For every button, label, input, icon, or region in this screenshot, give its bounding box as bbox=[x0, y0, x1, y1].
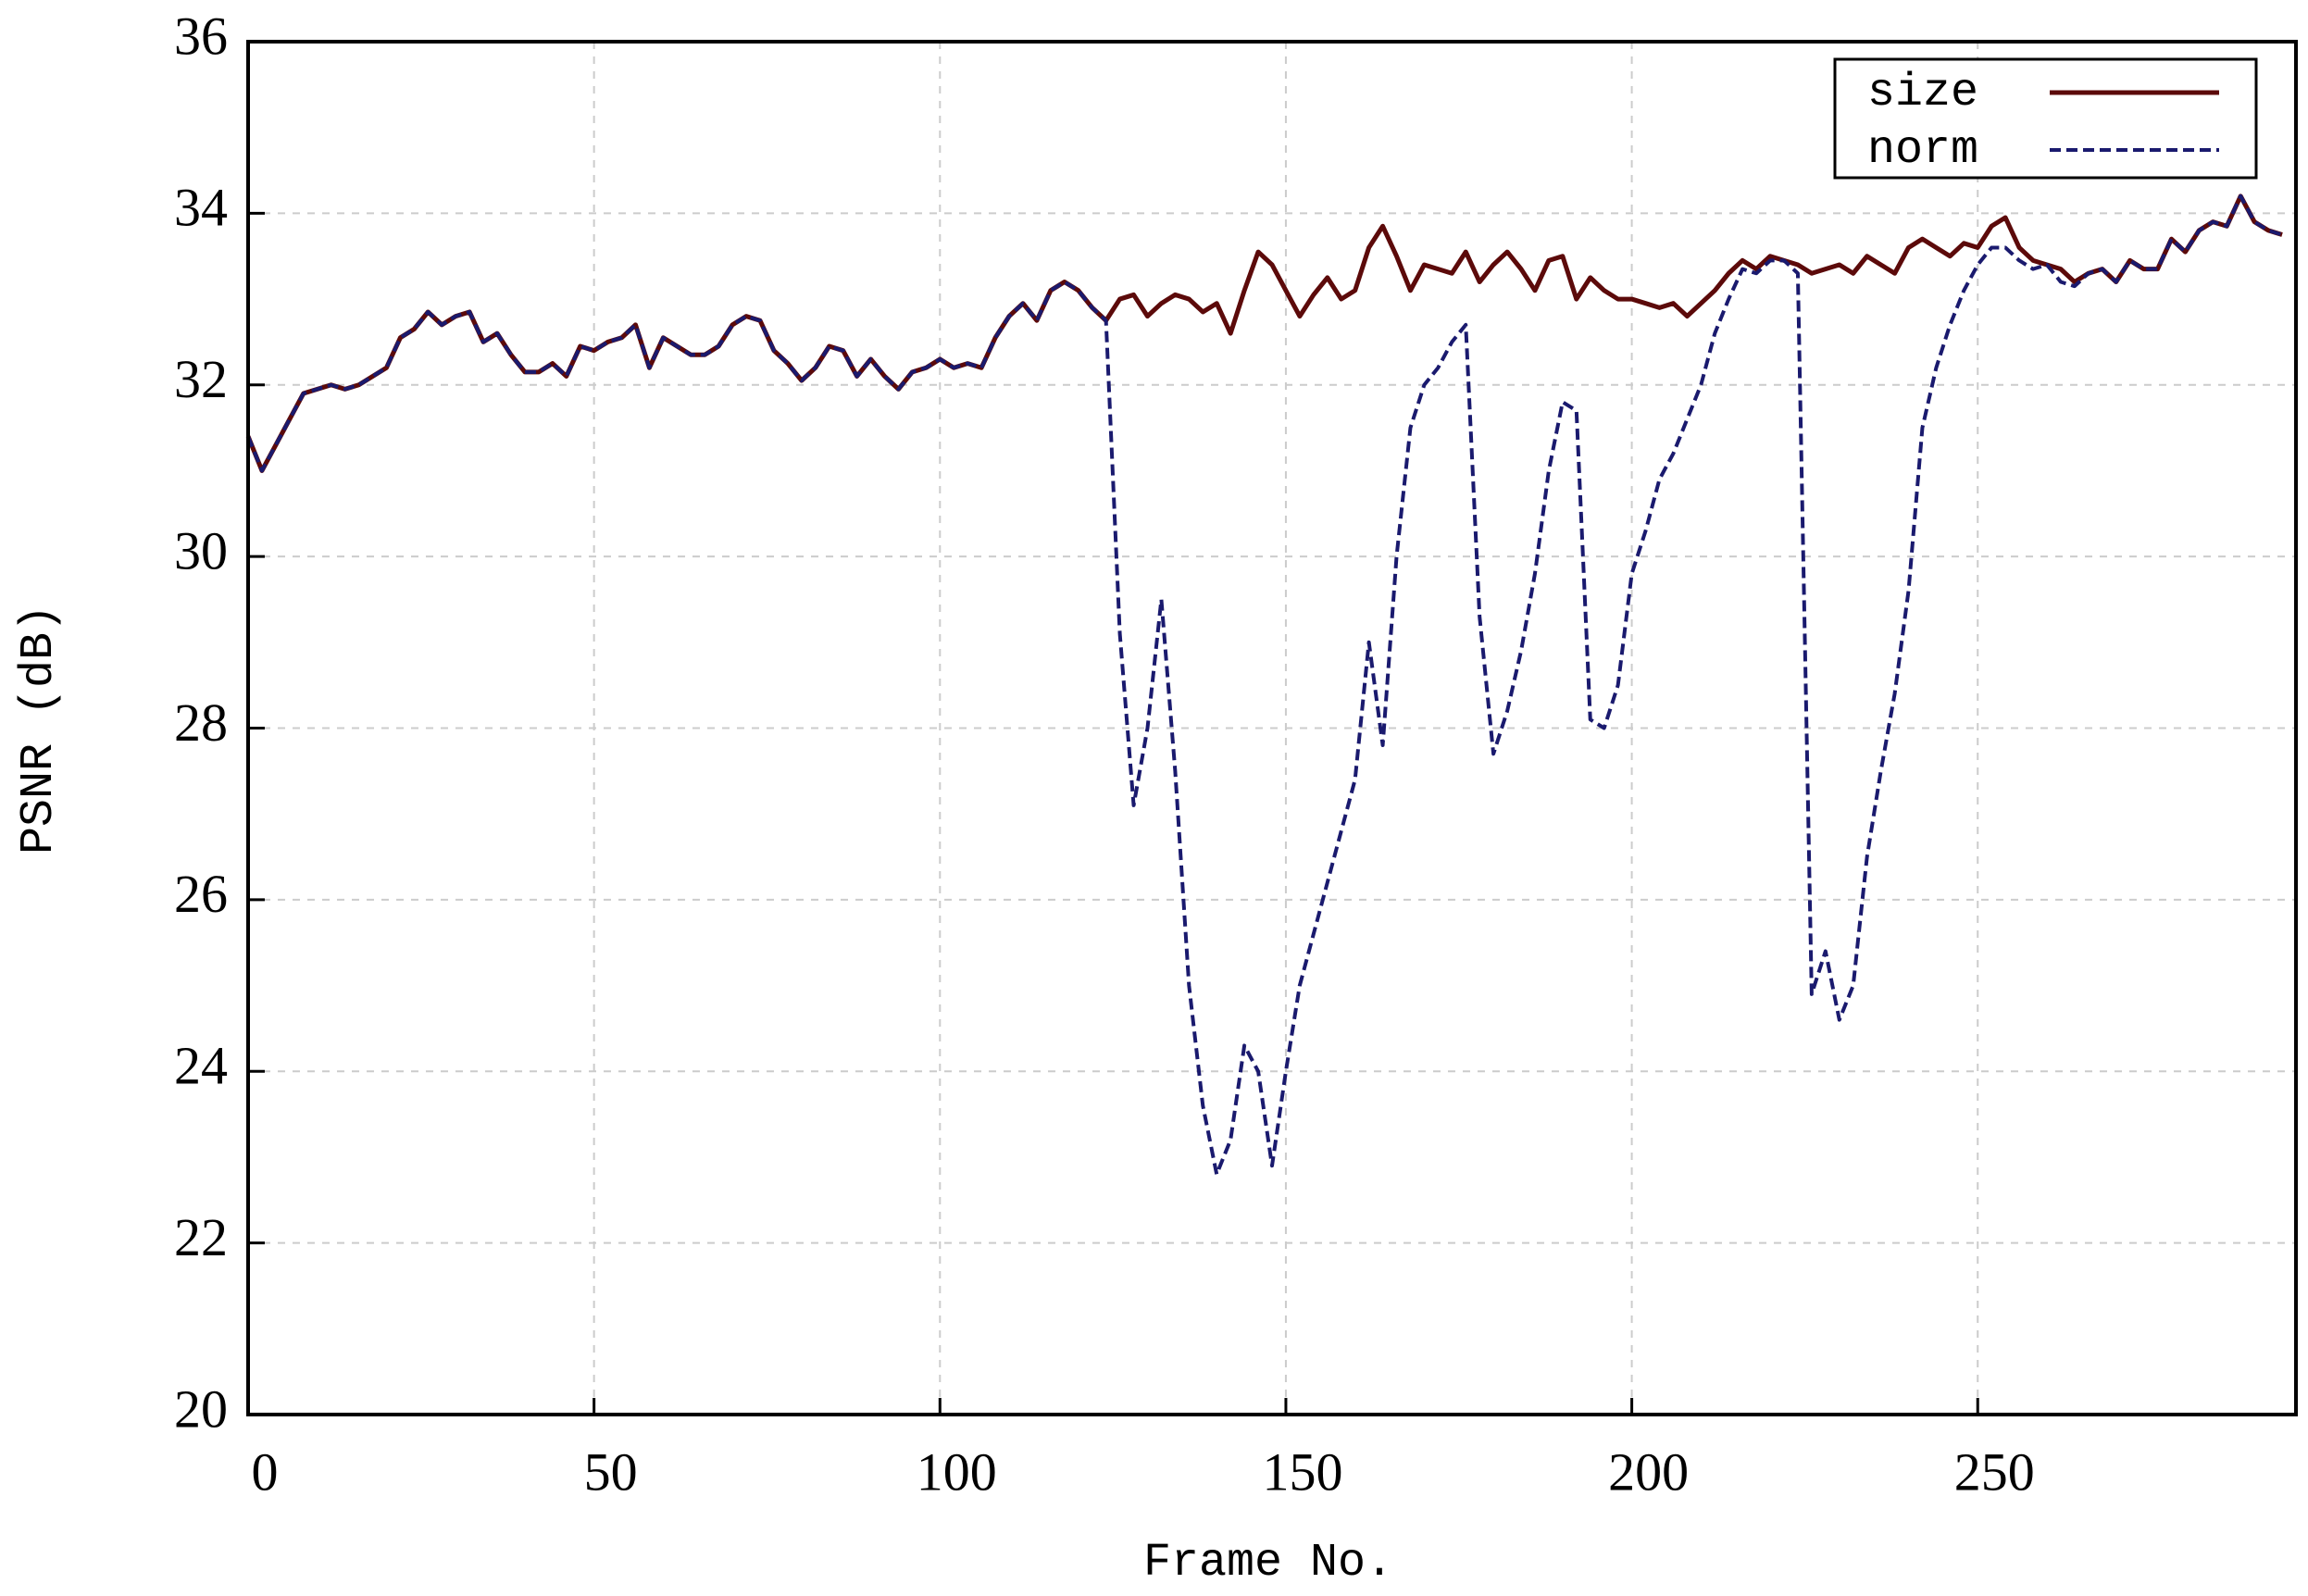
x-tick-label: 250 bbox=[1954, 1441, 2035, 1502]
y-tick-label: 20 bbox=[174, 1378, 228, 1439]
y-tick-label: 36 bbox=[174, 6, 228, 66]
y-tick-label: 28 bbox=[174, 692, 228, 753]
x-tick-label: 0 bbox=[252, 1441, 279, 1502]
y-axis-label: PSNR (dB) bbox=[13, 605, 66, 854]
x-tick-label: 200 bbox=[1608, 1441, 1689, 1502]
x-axis-label: Frame No. bbox=[1143, 1537, 1393, 1590]
y-tick-label: 26 bbox=[174, 864, 228, 924]
data-line bbox=[246, 193, 2283, 1177]
x-tick-label: 100 bbox=[917, 1441, 997, 1502]
y-tick-label: 32 bbox=[174, 349, 228, 409]
plot-frame bbox=[246, 40, 2298, 1416]
y-tick-label: 24 bbox=[174, 1036, 228, 1096]
legend-box bbox=[1833, 57, 2258, 180]
legend-label: norm bbox=[1867, 124, 1978, 177]
x-tick-label: 50 bbox=[584, 1441, 638, 1502]
y-tick-label: 34 bbox=[174, 178, 228, 238]
x-tick-label: 150 bbox=[1262, 1441, 1342, 1502]
legend-label: size bbox=[1867, 67, 1978, 119]
y-tick-label: 22 bbox=[174, 1207, 228, 1267]
y-tick-label: 30 bbox=[174, 520, 228, 580]
